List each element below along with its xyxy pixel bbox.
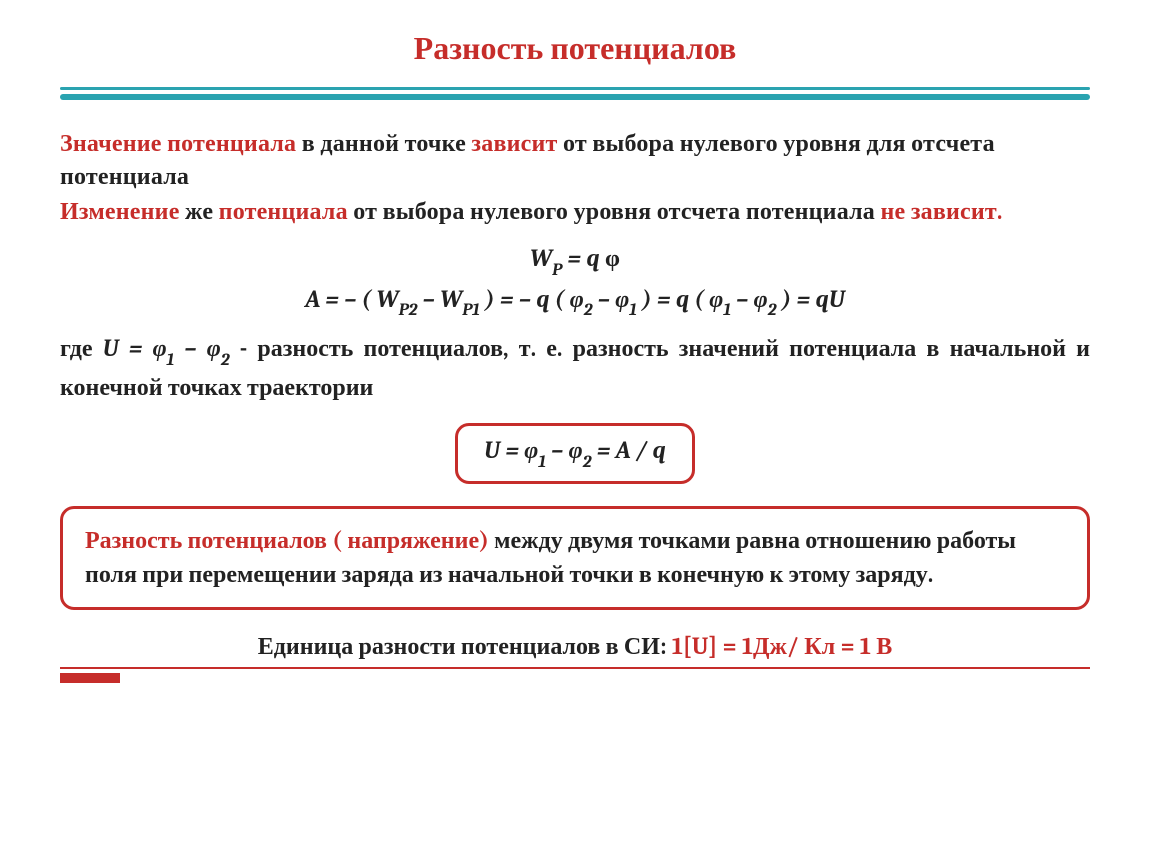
subscript: 1 xyxy=(167,350,175,370)
subscript: 2 xyxy=(584,300,593,320)
formula-eq1: WP = q φ xyxy=(60,240,1090,281)
units-value: 1[U] = 1Дж/ Кл = 1 В xyxy=(672,632,892,660)
text-span: потенциала xyxy=(219,197,348,225)
subscript: 2 xyxy=(583,452,592,472)
units-label: Единица разности потенциалов в СИ: xyxy=(258,632,672,660)
subscript: 1 xyxy=(538,452,546,472)
slide-title: Разность потенциалов xyxy=(60,30,1090,67)
where-clause: где U = φ1 – φ2 - разность потенциалов, … xyxy=(60,331,1090,405)
subscript: P2 xyxy=(399,300,418,320)
text-span: U = φ xyxy=(484,436,538,464)
text-span: A = – ( W xyxy=(305,285,398,313)
text-span: же xyxy=(180,197,219,225)
formula-eq2: A = – ( WP2 – WP1 ) = – q ( φ2 – φ1 ) = … xyxy=(60,281,1090,322)
divider-accent-block xyxy=(60,673,120,683)
intro-line-1: Значение потенциала в данной точке завис… xyxy=(60,127,1090,193)
text-span: от выбора нулевого уровня отсчета потенц… xyxy=(348,197,881,225)
intro-line-2: Изменение же потенциала от выбора нулево… xyxy=(60,195,1090,228)
units-line: Единица разности потенциалов в СИ: 1[U] … xyxy=(60,632,1090,661)
text-span: – W xyxy=(417,285,462,313)
text-span: ) = – q ( φ xyxy=(480,285,584,313)
formula-block: WP = q φ A = – ( WP2 – WP1 ) = – q ( φ2 … xyxy=(60,240,1090,321)
text-span: где xyxy=(60,334,103,362)
boxed-definition: Разность потенциалов ( напряжение) между… xyxy=(60,506,1090,610)
divider-bottom xyxy=(60,667,1090,683)
text-span: U = φ xyxy=(103,334,167,362)
divider-thin-line xyxy=(60,667,1090,669)
text-span: – φ xyxy=(593,285,630,313)
subscript: 1 xyxy=(629,300,637,320)
subscript: 1 xyxy=(723,300,731,320)
text-span: в данной точке xyxy=(296,129,471,157)
subscript: P xyxy=(552,260,562,280)
text-span: – φ xyxy=(174,334,221,362)
subscript: 2 xyxy=(768,300,777,320)
subscript: P1 xyxy=(462,300,480,320)
text-span: Значение потенциала xyxy=(60,129,296,157)
text-span: ) = qU xyxy=(776,285,844,313)
text-span: не зависит. xyxy=(880,197,1002,225)
boxed-formula: U = φ1 – φ2 = A / q xyxy=(455,423,695,484)
text-span: зависит xyxy=(471,129,557,157)
text-span: = q xyxy=(562,244,605,272)
phi-symbol: φ xyxy=(605,244,620,272)
text-span: W xyxy=(530,244,552,272)
subscript: 2 xyxy=(221,350,230,370)
text-span: Разность потенциалов ( напряжение) xyxy=(85,526,489,554)
text-span: – φ xyxy=(731,285,768,313)
divider-top xyxy=(60,85,1090,103)
text-span: ) = q ( φ xyxy=(637,285,723,313)
boxed-formula-wrap: U = φ1 – φ2 = A / q xyxy=(60,405,1090,506)
text-span: Изменение xyxy=(60,197,180,225)
text-span: – φ xyxy=(546,436,583,464)
text-span: = A / q xyxy=(591,436,665,464)
